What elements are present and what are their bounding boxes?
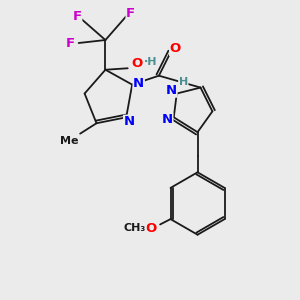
Text: F: F (66, 37, 75, 50)
Text: F: F (126, 7, 135, 20)
Text: H: H (179, 77, 188, 87)
Text: O: O (169, 42, 181, 56)
Text: Me: Me (61, 136, 79, 146)
Text: CH₃: CH₃ (124, 223, 146, 233)
Text: F: F (73, 10, 82, 23)
Text: N: N (166, 84, 177, 97)
Text: N: N (124, 115, 135, 128)
Text: O: O (131, 57, 142, 70)
Text: O: O (146, 221, 157, 235)
Text: ·H: ·H (144, 57, 158, 67)
Text: N: N (162, 113, 173, 126)
Text: N: N (133, 76, 144, 90)
